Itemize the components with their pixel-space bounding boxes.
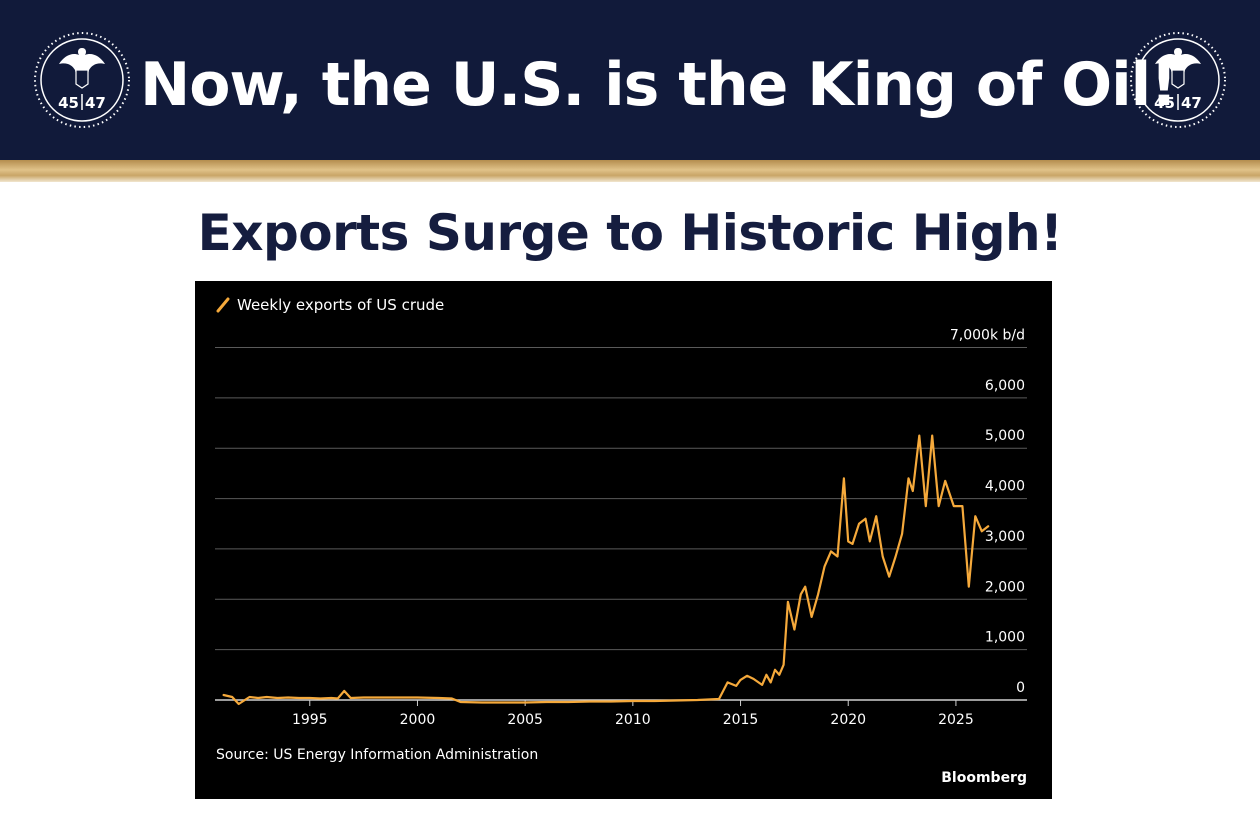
- x-tick-label: 2025: [938, 712, 974, 728]
- y-tick-label: 2,000: [985, 579, 1025, 595]
- chart-brand: Bloomberg: [941, 770, 1027, 786]
- eagle-icon: [1155, 48, 1201, 86]
- presidential-seal-right: 45 47: [1130, 32, 1226, 128]
- y-tick-label: 6,000: [985, 378, 1025, 394]
- chart-source: Source: US Energy Information Administra…: [216, 747, 538, 763]
- x-tick-label: 2010: [615, 712, 651, 728]
- chart-panel: Weekly exports of US crude 0 1,000 2,000 3,…: [195, 281, 1052, 799]
- page-subheadline: Exports Surge to Historic High!: [197, 204, 1063, 262]
- y-axis-ticks: 0 1,000 2,000 3,000 4,000 5,000 6,000 7,000k b/…: [950, 328, 1025, 697]
- y-tick-label: 3,000: [985, 529, 1025, 545]
- series-layer: [222, 434, 990, 706]
- gold-divider: [0, 160, 1260, 182]
- series-line-weekly-exports: [222, 434, 990, 706]
- eagle-icon: [59, 48, 105, 86]
- y-tick-label: 4,000: [985, 479, 1025, 495]
- x-tick-label: 2020: [830, 712, 866, 728]
- y-tick-label: 1,000: [985, 630, 1025, 646]
- y-tick-label: 0: [1016, 680, 1025, 696]
- x-tick-label: 1995: [292, 712, 328, 728]
- x-tick-label: 2015: [723, 712, 759, 728]
- y-tick-label: 5,000: [985, 428, 1025, 444]
- legend-label: Weekly exports of US crude: [237, 296, 444, 314]
- seal-number-right: 47: [85, 94, 106, 112]
- legend-swatch: [216, 297, 230, 313]
- x-tick-label: 2005: [507, 712, 543, 728]
- header-banner: [0, 0, 1260, 160]
- presidential-seal-left: 45 47: [34, 32, 130, 128]
- page-headline: Now, the U.S. is the King of Oil!: [140, 50, 1178, 120]
- x-tick-label: 2000: [400, 712, 436, 728]
- gridlines: [215, 347, 1027, 701]
- y-tick-label: 7,000k b/d: [950, 328, 1025, 344]
- exports-line-chart: Weekly exports of US crude 0 1,000 2,000 3,…: [215, 296, 1027, 786]
- seal-number-left: 45: [1154, 94, 1175, 112]
- x-axis-ticks: 1995 2000 2005 2010 2015 2020 2025: [292, 700, 974, 728]
- seal-number-right: 47: [1181, 94, 1202, 112]
- seal-number-left: 45: [58, 94, 79, 112]
